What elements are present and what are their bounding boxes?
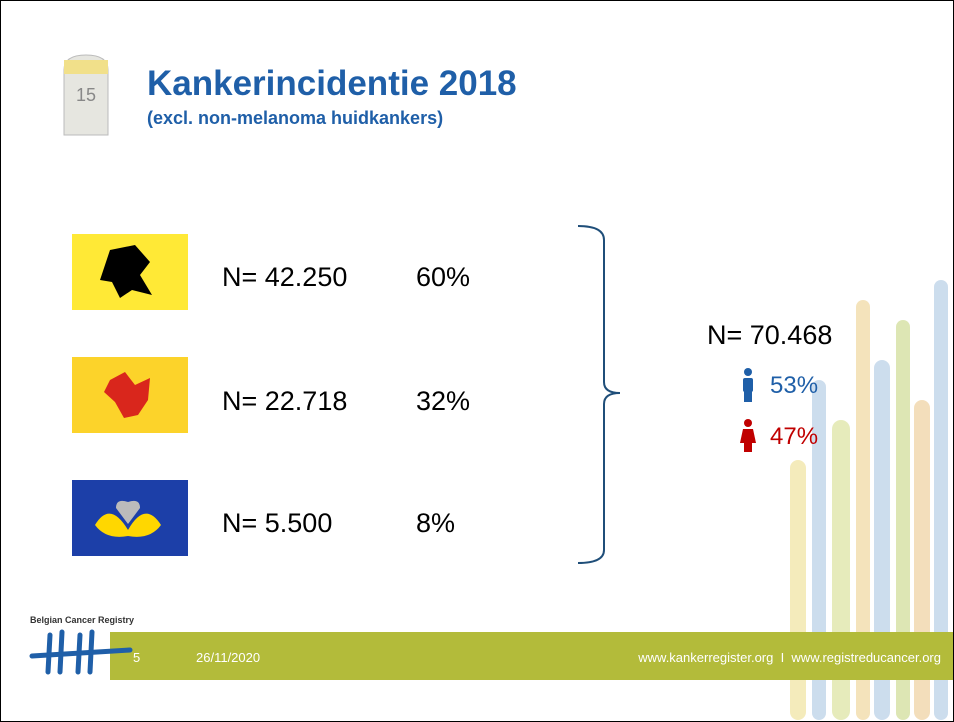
region-count: N= 22.718 <box>222 386 347 416</box>
milestone-number: 15 <box>76 85 96 105</box>
male-share: 53% <box>770 372 818 399</box>
page-number: 5 <box>133 650 140 665</box>
footer-links: www.kankerregister.org I www.registreduc… <box>637 650 941 665</box>
title: Kankerincidentie 2018 <box>147 64 517 103</box>
total-count: N= 70.468 <box>707 320 832 350</box>
region-share: 8% <box>416 508 455 538</box>
region-share: 32% <box>416 386 470 416</box>
male-icon <box>743 368 753 402</box>
subtitle: (excl. non-melanoma huidkankers) <box>147 108 443 128</box>
region-share: 60% <box>416 262 470 292</box>
milestone-icon: 15 <box>64 55 108 135</box>
region-count: N= 42.250 <box>222 262 347 292</box>
flag-flanders <box>72 234 188 310</box>
flag-brussels <box>72 480 188 556</box>
logo-text: Belgian Cancer Registry <box>30 615 134 625</box>
female-share: 47% <box>770 423 818 450</box>
date: 26/11/2020 <box>196 650 260 665</box>
slide: 15 Kankerincidentie 2018 (excl. non-mela… <box>0 0 954 722</box>
flag-wallonia <box>72 357 188 433</box>
region-count: N= 5.500 <box>222 508 332 538</box>
